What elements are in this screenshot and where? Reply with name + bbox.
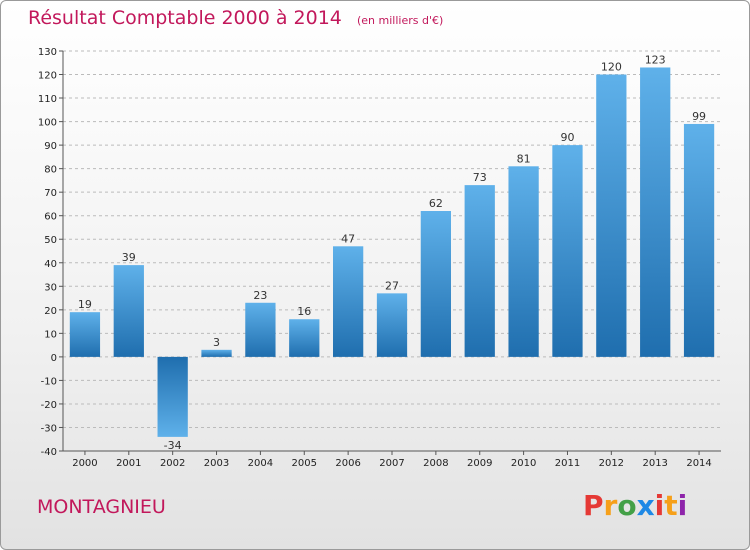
data-label: 19 <box>78 298 92 311</box>
data-label: 16 <box>297 305 311 318</box>
bar <box>376 293 408 357</box>
y-tick-label: 0 <box>51 353 57 364</box>
y-tick-label: 40 <box>44 259 57 270</box>
y-tick-label: 30 <box>44 282 57 293</box>
bar <box>289 319 320 357</box>
bar <box>201 349 232 357</box>
y-tick-label: 10 <box>44 329 57 340</box>
x-tick-label: 2004 <box>248 458 273 469</box>
x-tick-label: 2002 <box>160 458 185 469</box>
bar <box>332 246 364 357</box>
logo-letter: i <box>654 489 665 522</box>
bar <box>245 302 276 357</box>
x-tick-label: 2005 <box>292 458 317 469</box>
bar <box>640 67 671 357</box>
city-name: MONTAGNIEU <box>37 496 166 518</box>
data-label: 39 <box>122 251 136 264</box>
y-tick-label: 60 <box>44 212 57 223</box>
data-label: -34 <box>164 439 182 452</box>
y-tick-label: -20 <box>41 400 57 411</box>
x-tick-label: 2007 <box>379 458 404 469</box>
x-tick-label: 2013 <box>642 458 667 469</box>
y-tick-label: 80 <box>44 165 57 176</box>
x-tick-label: 2011 <box>555 458 580 469</box>
data-label: 47 <box>341 232 355 245</box>
x-tick-label: 2014 <box>686 458 711 469</box>
data-label: 99 <box>692 110 706 123</box>
chart-title: Résultat Comptable 2000 à 2014 (en milli… <box>28 7 443 29</box>
bar <box>508 166 539 357</box>
logo-letter: o <box>617 489 637 522</box>
data-label: 120 <box>601 61 622 74</box>
y-tick-label: -30 <box>41 423 57 434</box>
y-tick-label: 70 <box>44 188 57 199</box>
logo-letter: x <box>636 489 655 522</box>
data-label: 73 <box>473 171 487 184</box>
bar <box>464 185 495 357</box>
y-tick-label: 110 <box>38 94 57 105</box>
bar <box>596 74 627 357</box>
x-tick-label: 2006 <box>335 458 360 469</box>
bar <box>69 312 101 357</box>
data-label: 27 <box>385 279 399 292</box>
y-tick-label: 100 <box>38 118 57 129</box>
data-label: 123 <box>645 53 666 66</box>
bar <box>552 145 583 357</box>
data-label: 62 <box>429 197 443 210</box>
logo-letter: t <box>664 489 678 522</box>
logo-letter: i <box>677 489 688 522</box>
proxiti-logo: Proxiti <box>583 489 687 522</box>
x-tick-label: 2009 <box>467 458 492 469</box>
y-tick-label: 130 <box>38 47 57 58</box>
x-tick-label: 2010 <box>511 458 536 469</box>
chart-title-main: Résultat Comptable 2000 à 2014 <box>28 7 342 29</box>
y-tick-label: 20 <box>44 306 57 317</box>
bar <box>683 123 715 357</box>
data-label: 3 <box>213 336 220 349</box>
x-tick-label: 2000 <box>72 458 97 469</box>
x-tick-label: 2008 <box>423 458 448 469</box>
bar <box>420 211 452 357</box>
x-tick-label: 2001 <box>116 458 141 469</box>
y-tick-label: -10 <box>41 376 57 387</box>
y-tick-label: 90 <box>44 141 57 152</box>
x-tick-label: 2003 <box>204 458 229 469</box>
x-tick-label: 2012 <box>599 458 624 469</box>
data-label: 23 <box>253 289 267 302</box>
logo-letter: P <box>583 489 604 522</box>
bar <box>113 265 144 357</box>
chart-title-unit: (en milliers d'€) <box>356 14 444 27</box>
data-label: 90 <box>560 131 574 144</box>
bar <box>157 356 188 437</box>
data-label: 81 <box>517 152 531 165</box>
y-tick-label: 120 <box>38 71 57 82</box>
y-tick-label: -40 <box>41 447 57 458</box>
y-tick-label: 50 <box>44 235 57 246</box>
logo-letter: r <box>603 489 618 522</box>
